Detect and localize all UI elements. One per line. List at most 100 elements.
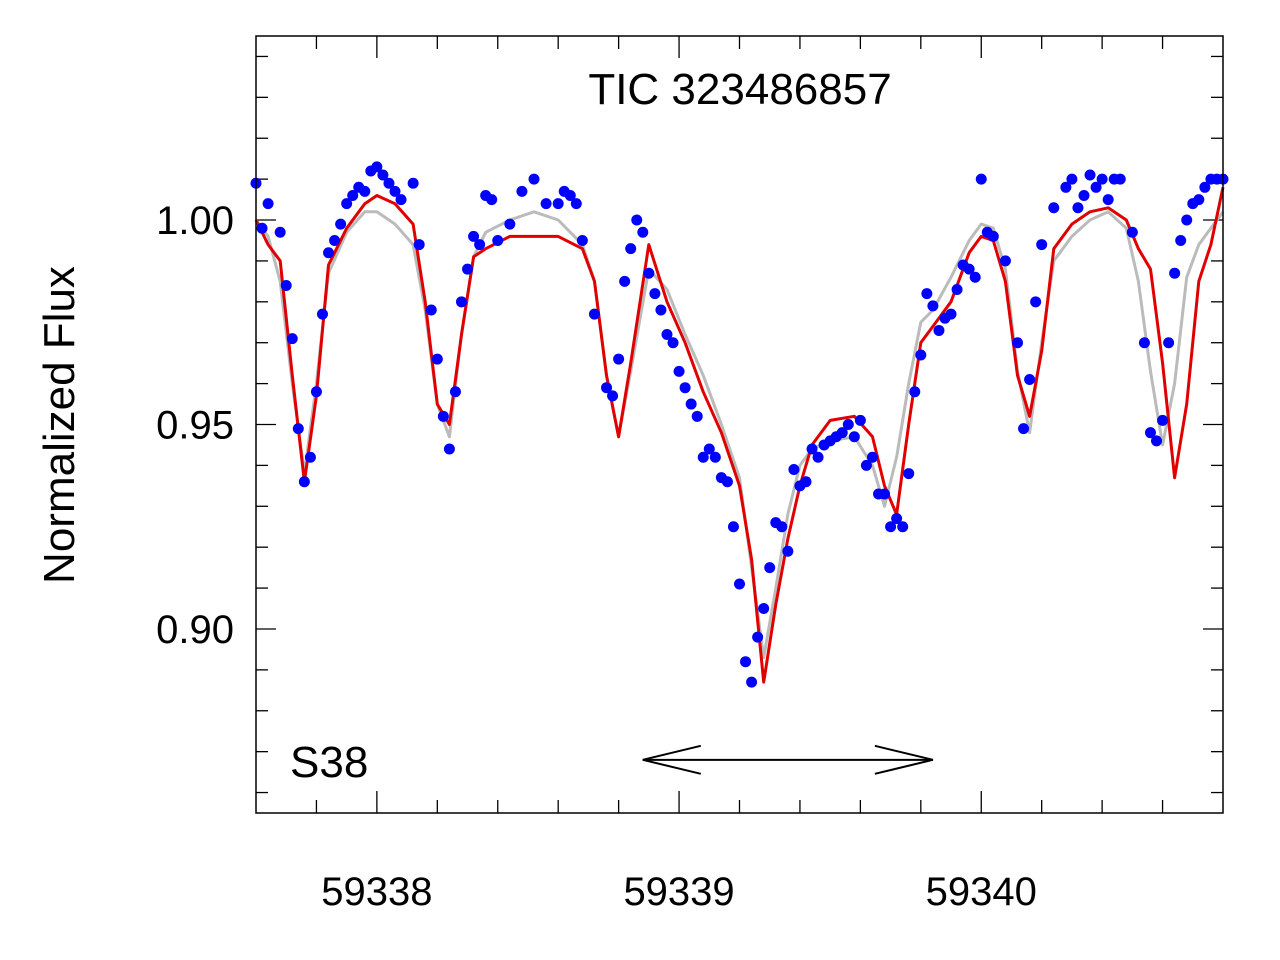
data-point (1030, 296, 1042, 308)
data-point (667, 337, 679, 349)
data-point (879, 488, 891, 500)
data-point (455, 296, 467, 308)
data-point (975, 173, 987, 185)
data-point (758, 603, 770, 615)
data-point (903, 468, 915, 480)
data-point (776, 521, 788, 533)
model-gray-layer (254, 210, 1225, 660)
data-point (274, 226, 286, 238)
plot-frame (255, 35, 1224, 814)
data-point (885, 521, 897, 533)
data-point (389, 185, 401, 197)
data-point (474, 239, 486, 251)
data-point (848, 431, 860, 443)
data-point (528, 173, 540, 185)
data-point (933, 324, 945, 336)
data-point (1181, 214, 1193, 226)
data-point (752, 631, 764, 643)
data-point (806, 443, 818, 455)
data-point (703, 443, 715, 455)
data-point (625, 243, 637, 255)
data-point (262, 198, 274, 210)
data-point (866, 451, 878, 463)
data-point (1036, 239, 1048, 251)
data-point (1175, 234, 1187, 246)
y-tick-label: 0.90 (156, 608, 234, 652)
data-point (540, 198, 552, 210)
data-point (897, 521, 909, 533)
data-point (383, 177, 395, 189)
data-point (679, 382, 691, 394)
arrow-head-left (642, 744, 702, 775)
data-point (1193, 194, 1205, 206)
data-point (746, 676, 758, 688)
data-point (951, 284, 963, 296)
data-point (782, 545, 794, 557)
data-point (504, 218, 516, 230)
data-point (1018, 423, 1030, 435)
data-point (462, 263, 474, 275)
data-point (788, 463, 800, 475)
data-point (552, 198, 564, 210)
data-point (631, 214, 643, 226)
data-point (891, 513, 903, 525)
data-point (969, 271, 981, 283)
data-point (292, 423, 304, 435)
data-point (1114, 173, 1126, 185)
x-tick-label: 59339 (623, 870, 734, 914)
data-point (1144, 427, 1156, 439)
data-point (564, 189, 576, 201)
data-point (316, 308, 328, 320)
data-point (709, 451, 721, 463)
data-point (999, 255, 1011, 267)
data-point (685, 398, 697, 410)
y-axis-label: Normalized Flux (35, 266, 84, 584)
data-point (800, 476, 812, 488)
data-point (280, 279, 292, 291)
data-point (1163, 337, 1175, 349)
data-point (836, 427, 848, 439)
arrow-head-right (874, 744, 934, 775)
data-point (1084, 169, 1096, 181)
data-point (607, 390, 619, 402)
data-point (329, 234, 341, 246)
data-point (413, 239, 425, 251)
range-arrow (642, 744, 934, 775)
data-point (486, 194, 498, 206)
data-point (697, 451, 709, 463)
data-point (661, 329, 673, 341)
data-point (437, 410, 449, 422)
data-point (256, 222, 268, 234)
model-red-line (254, 186, 1225, 684)
data-point (359, 185, 371, 197)
data-point (1169, 267, 1181, 279)
data-point (734, 578, 745, 590)
data-point (643, 267, 655, 279)
x-tick-labels: 59338 59339 59340 (321, 870, 1037, 914)
data-point (492, 234, 504, 246)
annotation-label: S38 (290, 738, 368, 787)
data-point (371, 161, 383, 173)
data-point (921, 288, 933, 300)
data-point (812, 451, 824, 463)
data-point (655, 304, 667, 316)
data-point (727, 521, 739, 533)
data-point (576, 234, 588, 246)
data-point (945, 308, 957, 320)
data-point (1199, 181, 1211, 193)
data-point (443, 443, 455, 455)
data-point (1024, 374, 1036, 386)
model-gray-line (254, 210, 1225, 660)
y-tick-label: 1.00 (156, 199, 234, 243)
data-point (637, 226, 649, 238)
data-point (323, 247, 335, 259)
data-point (963, 263, 975, 275)
data-point (298, 476, 310, 488)
data-point (854, 414, 866, 426)
data-point (1078, 189, 1090, 201)
model-red-layer (254, 186, 1225, 684)
data-point (341, 198, 353, 210)
data-point (1096, 173, 1108, 185)
tick-marks (256, 36, 1223, 813)
